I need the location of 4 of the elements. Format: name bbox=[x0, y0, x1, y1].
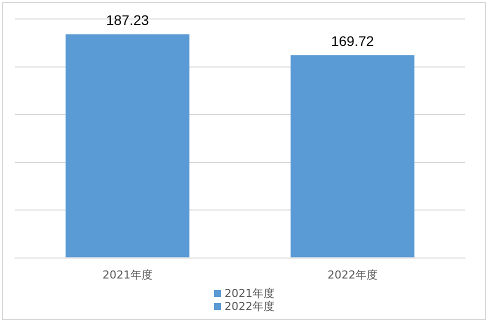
data-label: 187.23 bbox=[106, 12, 150, 28]
data-label: 169.72 bbox=[331, 33, 374, 50]
legend-label: 2022年度 bbox=[224, 300, 274, 313]
legend-label: 2021年度 bbox=[224, 287, 274, 300]
